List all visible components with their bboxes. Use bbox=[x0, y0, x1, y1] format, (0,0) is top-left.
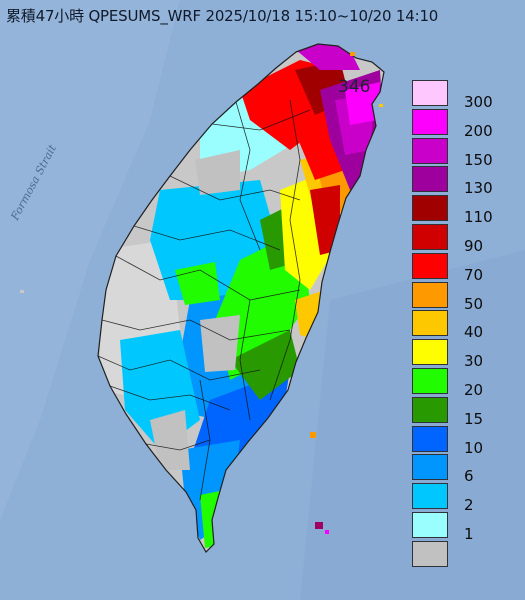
legend-label: 300 bbox=[464, 93, 493, 111]
legend-label: 90 bbox=[464, 237, 484, 255]
legend-label: 200 bbox=[464, 121, 493, 140]
boundaries bbox=[97, 99, 311, 501]
legend-label: 20 bbox=[464, 381, 484, 399]
islet-little-orchid bbox=[325, 530, 329, 534]
legend-label: 150 bbox=[464, 150, 493, 169]
legend-swatch bbox=[412, 425, 448, 452]
legend-swatch bbox=[412, 80, 448, 106]
legend-label: 50 bbox=[464, 294, 484, 313]
legend-swatch bbox=[412, 396, 448, 423]
rainfall-legend: 300 200 150 130 110 90 70 50 40 30 20 15 10 6 2 1 bbox=[412, 80, 512, 570]
islet-pengjia bbox=[350, 52, 355, 56]
legend-swatch bbox=[412, 137, 448, 164]
islet-orchid-island bbox=[315, 522, 323, 529]
legend-swatch bbox=[412, 195, 448, 222]
legend-label: 10 bbox=[464, 438, 484, 457]
legend-swatch bbox=[412, 483, 448, 510]
legend-label: 130 bbox=[464, 179, 493, 198]
legend-swatch bbox=[412, 540, 448, 567]
legend-swatch bbox=[412, 166, 448, 193]
legend-swatch bbox=[412, 339, 448, 366]
legend-swatch bbox=[412, 252, 448, 279]
legend-swatch bbox=[412, 512, 448, 538]
legend-label: 70 bbox=[464, 265, 484, 284]
legend-label: 40 bbox=[464, 323, 484, 342]
legend-swatch bbox=[412, 368, 448, 394]
legend-swatch bbox=[412, 454, 448, 481]
legend-swatch bbox=[412, 224, 448, 250]
map-title: 累積47小時 QPESUMS_WRF 2025/10/18 15:10~10/2… bbox=[6, 7, 439, 25]
legend-label: 2 bbox=[464, 496, 474, 515]
legend-label: 1 bbox=[464, 525, 474, 543]
legend-label: 30 bbox=[464, 352, 484, 371]
islet-guishan bbox=[379, 104, 383, 107]
legend-label: 6 bbox=[464, 467, 474, 486]
legend-swatch bbox=[412, 108, 448, 135]
legend-label: 15 bbox=[464, 409, 484, 428]
legend-swatch bbox=[412, 310, 448, 337]
legend-swatch bbox=[412, 281, 448, 308]
islet-green-island bbox=[310, 432, 316, 438]
island-outline bbox=[97, 43, 385, 553]
legend-label: 110 bbox=[464, 208, 493, 227]
islet-penghu bbox=[20, 290, 24, 293]
max-value-label: 346 bbox=[338, 77, 371, 97]
